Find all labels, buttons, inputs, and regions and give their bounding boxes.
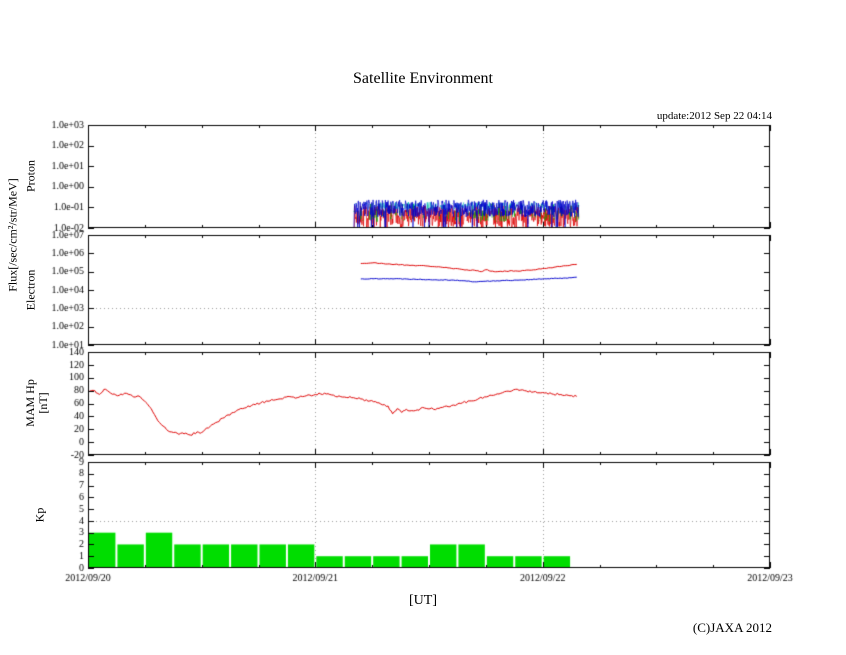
page-title: Satellite Environment [353,70,493,87]
mam-hp-axis-label-line2: [nT] [36,392,50,414]
x-axis-title: [UT] [409,593,437,608]
copyright-text: (C)JAXA 2012 [692,620,772,635]
kp-axis-label: Kp [32,507,47,523]
mam-hp-axis-label: MAM Hp [nT] [23,379,50,427]
update-timestamp: update:2012 Sep 22 04:14 [656,110,772,122]
flux-axis-label: Flux[/sec/cm²/str/MeV] [5,178,20,292]
electron-axis-label: Electron [23,269,38,311]
proton-axis-label: Proton [23,159,38,193]
